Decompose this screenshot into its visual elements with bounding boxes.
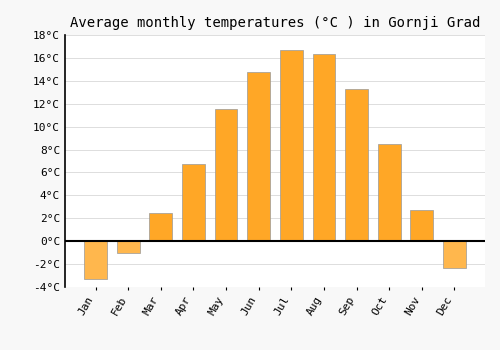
Bar bbox=[378, 144, 400, 241]
Bar bbox=[84, 241, 107, 279]
Bar bbox=[150, 212, 172, 241]
Title: Average monthly temperatures (°C ) in Gornji Grad: Average monthly temperatures (°C ) in Go… bbox=[70, 16, 480, 30]
Bar bbox=[248, 72, 270, 241]
Bar bbox=[116, 241, 140, 253]
Bar bbox=[214, 110, 238, 241]
Bar bbox=[345, 89, 368, 241]
Bar bbox=[280, 50, 302, 241]
Bar bbox=[443, 241, 466, 267]
Bar bbox=[410, 210, 434, 241]
Bar bbox=[312, 55, 336, 241]
Bar bbox=[182, 164, 205, 241]
